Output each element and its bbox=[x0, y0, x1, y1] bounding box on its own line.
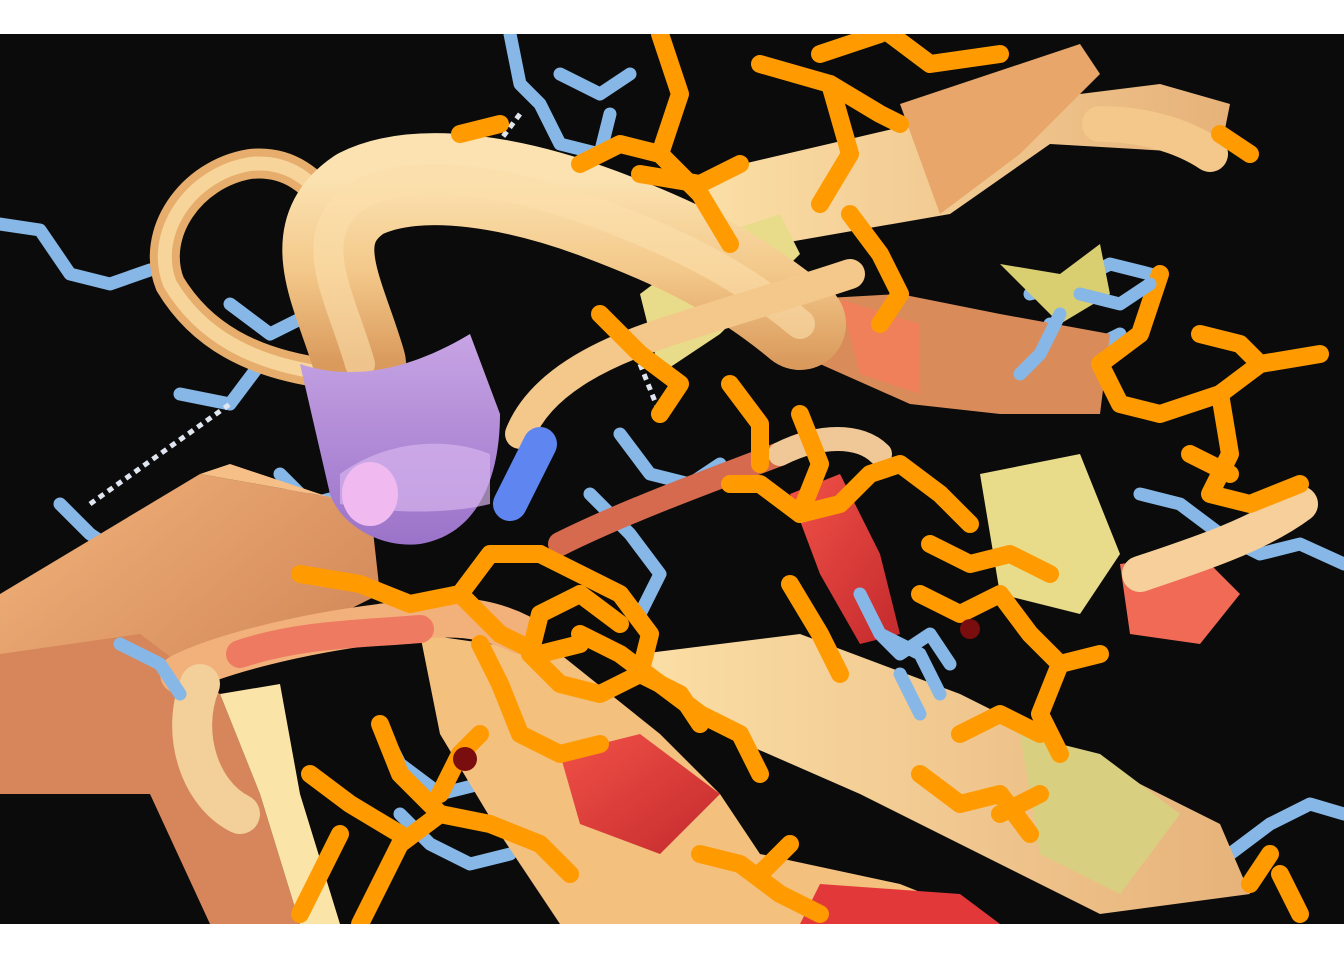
sheet-right-arrow bbox=[1000, 244, 1110, 324]
ligand-pink-cap bbox=[342, 462, 398, 526]
sheet-bottom-center-red bbox=[560, 734, 720, 854]
ligand-blue-rod bbox=[493, 427, 557, 521]
coil-right bbox=[1122, 486, 1318, 592]
protein-structure-render bbox=[0, 34, 1344, 924]
coil-center-small bbox=[768, 427, 892, 466]
coil-tubes bbox=[149, 106, 1318, 834]
sheet-bottom-left-light bbox=[220, 684, 340, 924]
coil-left-bottom bbox=[172, 664, 260, 834]
beta-sheets bbox=[0, 44, 1250, 924]
ligand-group bbox=[300, 334, 557, 545]
sheet-left-large-edge bbox=[200, 464, 380, 514]
coil-center bbox=[505, 259, 865, 449]
orange-sidechains bbox=[291, 34, 1329, 924]
coil-top-right bbox=[1082, 106, 1228, 172]
coil-center-red bbox=[548, 442, 792, 556]
sheet-lower-right-yellow bbox=[1020, 734, 1180, 894]
sheet-bottom-red bbox=[800, 884, 1000, 924]
sheet-right-mid-red bbox=[840, 299, 920, 394]
dark-red-atoms bbox=[453, 619, 980, 771]
sheet-bottom-center bbox=[420, 634, 1000, 924]
sheet-top-right-face bbox=[900, 44, 1100, 214]
sheet-yellow-right bbox=[980, 454, 1120, 614]
molecular-viewport bbox=[0, 34, 1344, 924]
blue-sidechains-front bbox=[113, 277, 1157, 721]
